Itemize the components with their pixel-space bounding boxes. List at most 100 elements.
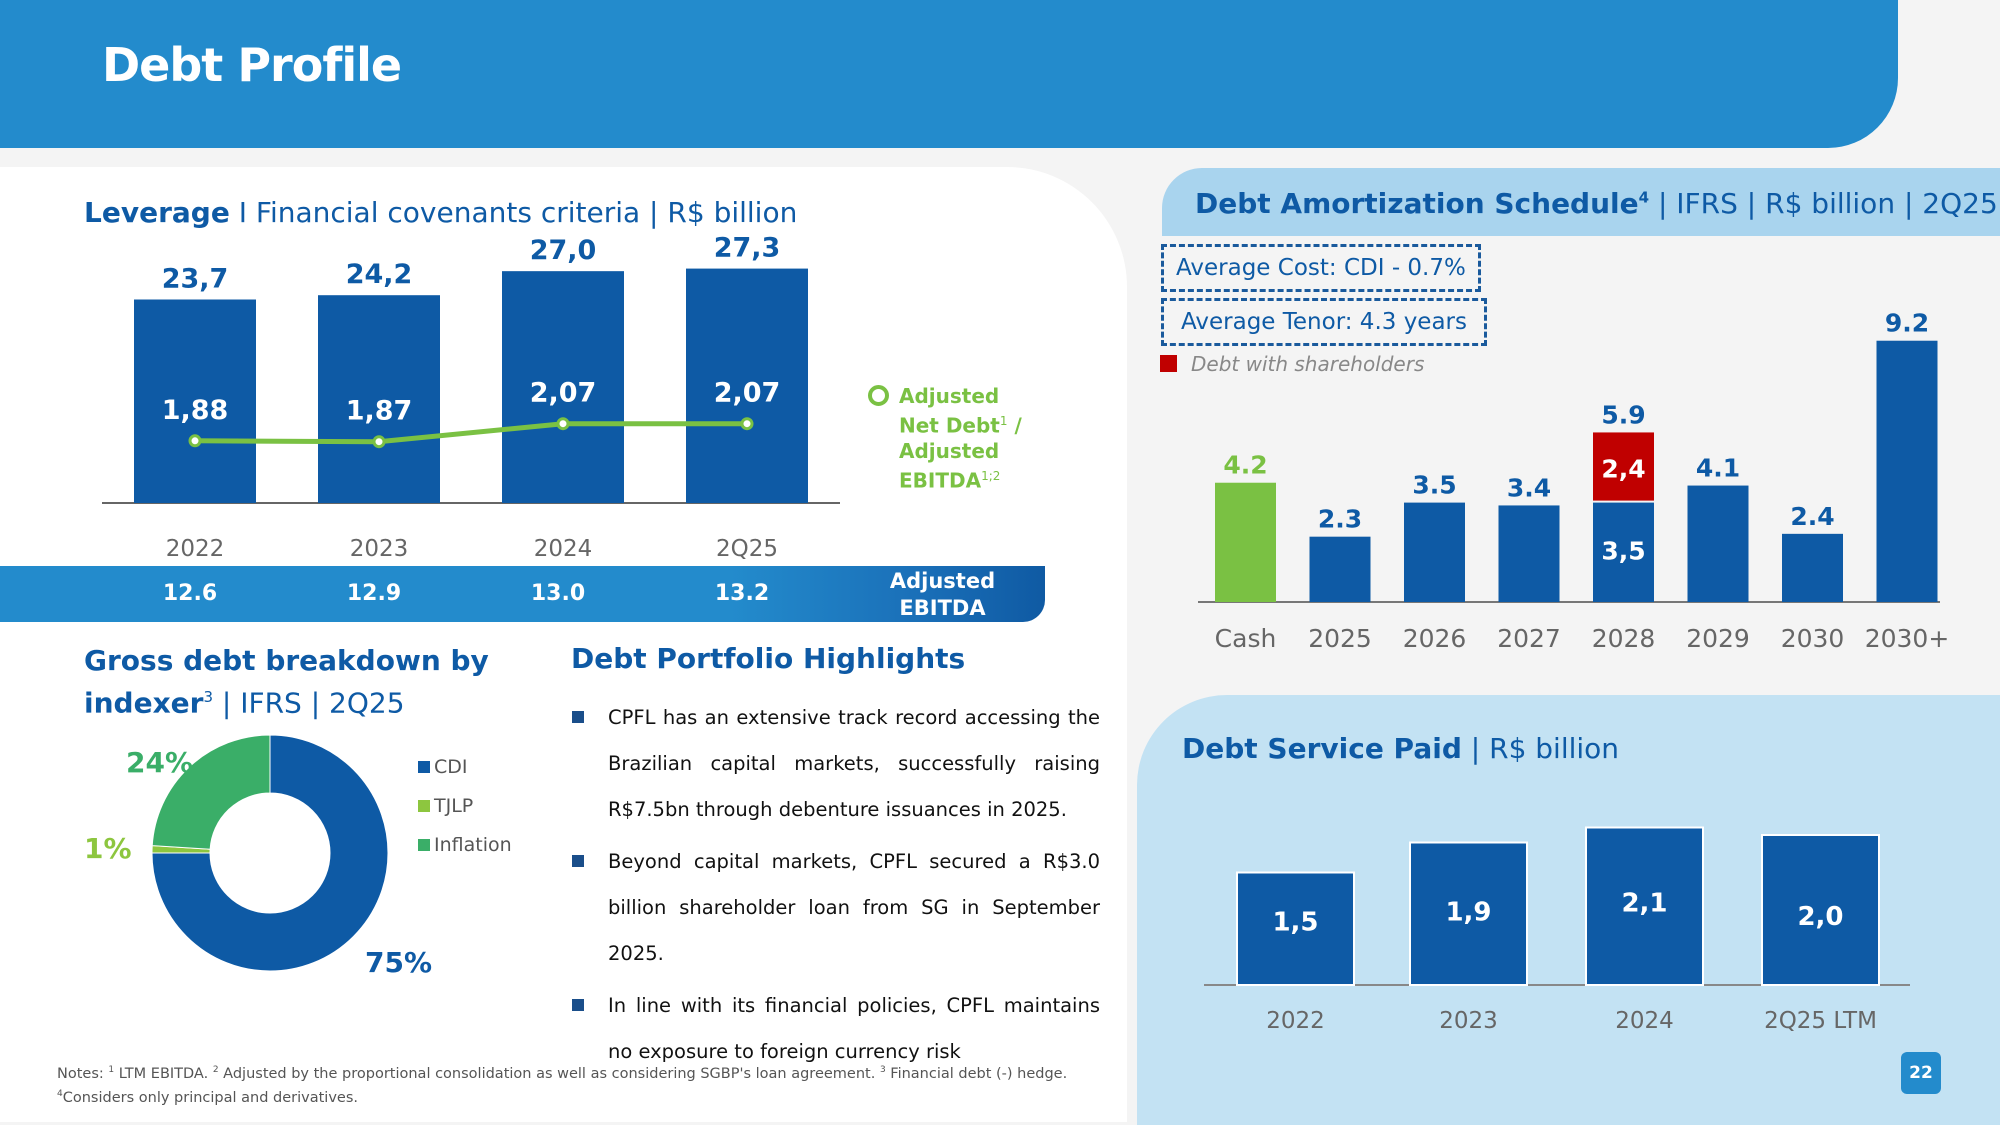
x-tick-label: 2029 [1686, 624, 1750, 653]
leverage-ratio-label: 2,07 [714, 378, 781, 409]
adjusted-ebitda-value: 13.0 [530, 581, 586, 606]
donut-legend: CDI TJLP Inflation [418, 748, 512, 865]
net-debt-bar [686, 268, 808, 503]
adjusted-ebitda-value: 12.9 [346, 581, 402, 606]
debt-service-title-rest: | R$ billion [1461, 732, 1620, 765]
debt-service-chart: 1,5 2022 1,9 2023 2,1 2024 2,0 2Q25 LTM [1204, 826, 1910, 1034]
leverage-ratio-point [372, 435, 386, 449]
legend-line: / [1007, 413, 1022, 438]
header-banner [0, 0, 1898, 148]
x-tick-label: 2030+ [1865, 624, 1950, 653]
legend-line: Adjusted [899, 384, 1000, 408]
net-debt-bar [134, 299, 256, 503]
note-text: Notes: [57, 1065, 109, 1082]
donut-slice-cdi [151, 734, 389, 972]
amortization-bar [1782, 533, 1843, 602]
legend-swatch-icon [418, 838, 430, 851]
legend-swatch-icon [418, 799, 430, 812]
amortization-total-label: 4.2 [1223, 451, 1267, 480]
shareholder-debt-bar [1593, 432, 1654, 501]
adjusted-ebitda-band [0, 566, 1045, 622]
x-tick-label: Cash [1215, 624, 1277, 653]
gross-debt-title-bold2: indexer [84, 686, 204, 720]
x-tick-label: 2023 [1439, 1008, 1498, 1034]
amortization-bar [1309, 536, 1371, 602]
page-title: Debt Profile [102, 38, 402, 92]
amortization-bar [1215, 482, 1276, 602]
legend-label: CDI [434, 756, 468, 778]
note-text: LTM EBITDA. [114, 1065, 213, 1082]
bullet-square-icon [572, 999, 584, 1011]
portfolio-bullets: CPFL has an extensive track record acces… [568, 695, 1100, 1081]
footnote-ref: 4 [57, 1088, 63, 1099]
net-debt-label: 24,2 [346, 259, 413, 290]
amortization-bar [1404, 502, 1465, 602]
x-tick-label: 2025 [1308, 624, 1372, 653]
leverage-title-bold: Leverage [84, 196, 230, 229]
footnote-ref: 3 [879, 1065, 886, 1075]
debt-service-bar [1585, 826, 1704, 986]
debt-service-label: 2,0 [1797, 902, 1843, 932]
note-text: Adjusted by the proportional consolidati… [218, 1065, 880, 1082]
net-debt-bar [318, 295, 440, 503]
amortization-total-label: 4.1 [1696, 454, 1740, 483]
footnote-ref: ;2 [988, 468, 1001, 483]
debt-service-label: 1,9 [1445, 898, 1491, 928]
debt-service-title: Debt Service Paid | R$ billion [1182, 732, 1619, 765]
shareholder-legend-label: Debt with shareholders [1191, 352, 1425, 376]
x-tick-label: 2030 [1781, 624, 1845, 653]
ring-marker-icon [868, 385, 889, 406]
legend-swatch-icon [418, 760, 430, 773]
leverage-ratio-label: 1,87 [346, 396, 413, 427]
donut-legend-item: Inflation [418, 826, 512, 865]
leverage-title: Leverage I Financial covenants criteria … [84, 196, 797, 229]
average-tenor-box: Average Tenor: 4.3 years [1161, 298, 1487, 346]
gross-debt-title: Gross debt breakdown by indexer3 | IFRS … [84, 642, 489, 721]
donut-legend-item: TJLP [418, 787, 512, 826]
net-debt-label: 23,7 [162, 263, 229, 294]
amortization-title-rest: | IFRS | R$ billion | 2Q25 [1649, 187, 1998, 220]
average-cost-box: Average Cost: CDI - 0.7% [1161, 244, 1481, 292]
x-tick-label: 2Q25 [716, 536, 778, 560]
amortization-bar [1687, 485, 1749, 602]
x-tick-label: 2022 [1266, 1008, 1325, 1034]
x-tick-label: 2024 [1615, 1008, 1674, 1034]
amortization-total-label: 5.9 [1601, 400, 1645, 429]
legend-line: Adjusted [899, 438, 1000, 463]
amortization-title-bold: Debt Amortization Schedule [1195, 187, 1639, 220]
x-tick-label: 2Q25 LTM [1764, 1008, 1877, 1034]
leverage-chart: 23,7 2022 1,88 24,2 2023 1,87 27,0 2024 2,07 27,3… [102, 233, 840, 560]
net-debt-label: 27,3 [714, 233, 781, 264]
amortization-bar [1593, 502, 1654, 602]
note-text: Considers only principal and derivatives… [62, 1089, 358, 1106]
bullet-text: Beyond capital markets, CPFL secured a R… [608, 850, 1100, 965]
leverage-ratio-point [556, 417, 570, 431]
amortization-bar [1876, 340, 1938, 602]
footnote-ref: 2 [212, 1065, 219, 1075]
donut-label-cdi: 75% [365, 946, 432, 979]
bullet-text: In line with its financial policies, CPF… [608, 994, 1100, 1063]
leverage-ratio-label: 1,88 [162, 395, 229, 426]
leverage-ratio-point [740, 417, 754, 431]
footnote-ref: 1 [981, 468, 989, 483]
legend-line: EBITDA [899, 468, 982, 493]
note-text: Financial debt (-) hedge. [885, 1065, 1068, 1082]
bullet-item: CPFL has an extensive track record acces… [568, 695, 1100, 833]
base-debt-label: 3,5 [1601, 536, 1645, 565]
debt-service-label: 2,1 [1621, 889, 1667, 919]
adjusted-ebitda-label: Adjusted EBITDA [870, 568, 1015, 622]
debt-service-bar [1761, 834, 1880, 986]
donut-label-inflation: 24% [126, 746, 193, 779]
bullet-text: CPFL has an extensive track record acces… [608, 706, 1100, 821]
leverage-ratio-line [194, 421, 747, 445]
amortization-total-label: 3.5 [1412, 471, 1456, 500]
bullet-square-icon [572, 855, 584, 867]
leverage-ratio-point [188, 434, 202, 448]
footnote-ref: 4 [1638, 188, 1650, 207]
footnote-ref: 3 [203, 688, 213, 706]
amortization-title: Debt Amortization Schedule4 | IFRS | R$ … [1195, 187, 1998, 220]
bullet-square-icon [572, 711, 584, 723]
indexer-donut-chart: 75% 1% 24% [84, 734, 432, 979]
bullet-item: In line with its financial policies, CPF… [568, 983, 1100, 1075]
x-tick-label: 2026 [1403, 624, 1467, 653]
